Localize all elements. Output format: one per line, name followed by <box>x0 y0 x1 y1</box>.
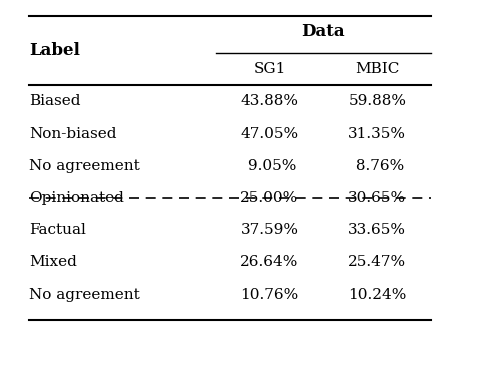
Text: Label: Label <box>29 42 80 59</box>
Text: 30.65%: 30.65% <box>348 191 406 205</box>
Text: 59.88%: 59.88% <box>348 94 406 108</box>
Text: MBIC: MBIC <box>355 62 399 76</box>
Text: Opinionated: Opinionated <box>29 191 124 205</box>
Text: 10.24%: 10.24% <box>348 288 407 302</box>
Text: Factual: Factual <box>29 223 86 237</box>
Text: 25.00%: 25.00% <box>241 191 298 205</box>
Text: Mixed: Mixed <box>29 255 77 269</box>
Text: Biased: Biased <box>29 94 81 108</box>
Text: 10.76%: 10.76% <box>241 288 298 302</box>
Text: 25.47%: 25.47% <box>348 255 406 269</box>
Text: Data: Data <box>301 23 345 40</box>
Text: Non-biased: Non-biased <box>29 127 117 141</box>
Text: No agreement: No agreement <box>29 288 140 302</box>
Text: 9.05%: 9.05% <box>243 159 296 173</box>
Text: 37.59%: 37.59% <box>241 223 298 237</box>
Text: 33.65%: 33.65% <box>348 223 406 237</box>
Text: 43.88%: 43.88% <box>241 94 298 108</box>
Text: 47.05%: 47.05% <box>241 127 298 141</box>
Text: 8.76%: 8.76% <box>351 159 404 173</box>
Text: SG1: SG1 <box>253 62 286 76</box>
Text: No agreement: No agreement <box>29 159 140 173</box>
Text: 26.64%: 26.64% <box>240 255 299 269</box>
Text: 31.35%: 31.35% <box>348 127 406 141</box>
